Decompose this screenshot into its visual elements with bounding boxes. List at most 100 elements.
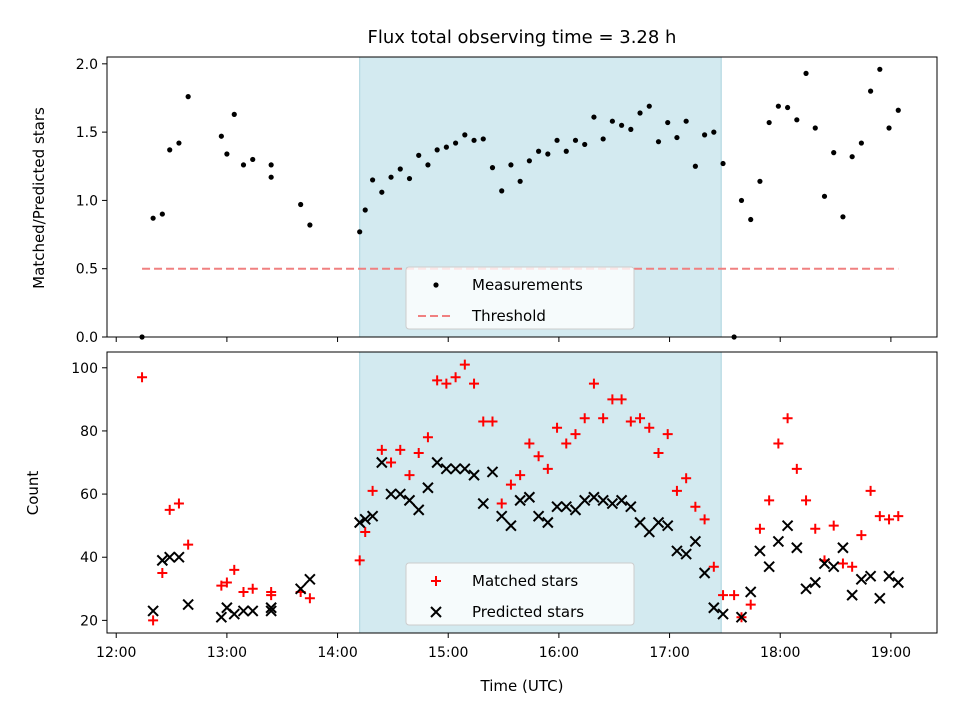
legend-box bbox=[405, 562, 635, 626]
predicted-star-point bbox=[569, 504, 582, 516]
predicted-star-point bbox=[304, 573, 316, 586]
predicted-star-point bbox=[680, 548, 692, 560]
axes-frame bbox=[106, 351, 938, 634]
matched-star-point bbox=[487, 416, 498, 427]
measurement-point bbox=[307, 222, 313, 228]
predicted-star-point bbox=[468, 469, 480, 481]
count-axes-frame bbox=[106, 351, 938, 634]
predicted-star-point bbox=[440, 463, 453, 475]
ratio-legend: Measurements Threshold bbox=[405, 266, 635, 330]
measurement-point bbox=[655, 139, 662, 145]
legend-label: Threshold bbox=[471, 307, 546, 325]
matched-star-point bbox=[893, 511, 904, 522]
measurement-point bbox=[298, 201, 304, 208]
predicted-star-point bbox=[671, 545, 683, 557]
ratio-axes-frame bbox=[106, 56, 938, 342]
matched-star-point bbox=[782, 413, 793, 424]
matched-star-point bbox=[856, 530, 867, 541]
predicted-star-point bbox=[689, 535, 702, 548]
matched-star-point bbox=[469, 378, 480, 389]
matched-star-point bbox=[625, 416, 636, 427]
predicted-star-point bbox=[809, 576, 821, 589]
matched-star-point bbox=[773, 438, 784, 449]
y-tick-label: 20 bbox=[80, 613, 98, 629]
matched-star-point bbox=[404, 470, 415, 481]
matched-star-point bbox=[699, 514, 710, 525]
measurement-point bbox=[159, 211, 165, 217]
measurement-point bbox=[812, 125, 818, 131]
matched-star-point bbox=[616, 394, 627, 405]
matched-star-point bbox=[801, 495, 812, 506]
matched-star-point bbox=[644, 422, 655, 433]
measurement-point bbox=[250, 156, 256, 163]
matched-star-point bbox=[137, 372, 148, 383]
measurement-point bbox=[176, 140, 182, 146]
matched-star-point bbox=[459, 359, 470, 370]
time-x-ticks: 12:00 13:00 14:00 15:00 16:00 17:00 18:00 19:00 bbox=[96, 633, 911, 661]
measurement-point bbox=[711, 129, 717, 135]
measurement-point bbox=[388, 174, 394, 180]
measurement-point bbox=[858, 140, 864, 146]
predicted-star-point bbox=[215, 611, 228, 623]
matched-star-point bbox=[367, 485, 378, 496]
matched-star-point bbox=[847, 561, 858, 572]
predicted-star-point bbox=[763, 560, 775, 573]
matched-star-point bbox=[635, 413, 646, 424]
matched-star-point bbox=[216, 580, 227, 591]
measurement-point bbox=[508, 162, 514, 168]
measurement-point bbox=[462, 132, 468, 138]
measurement-point bbox=[406, 175, 413, 182]
predicted-star-point bbox=[431, 456, 443, 469]
matched-star-point bbox=[607, 394, 618, 405]
count-panel: 20 40 60 80 100 12:00 13:00 14:00 15:00 16:00 17:… bbox=[24, 351, 938, 695]
predicted-star-point bbox=[745, 586, 757, 598]
matched-star-point bbox=[653, 448, 664, 459]
measurement-point bbox=[775, 103, 781, 109]
matched-star-point bbox=[304, 593, 315, 604]
predicted-star-point bbox=[413, 504, 425, 516]
matched-star-point bbox=[837, 558, 848, 569]
predicted-star-point bbox=[147, 605, 159, 617]
measurement-point bbox=[600, 136, 606, 142]
predicted-star-point bbox=[717, 608, 729, 620]
matched-star-point bbox=[386, 457, 397, 468]
measurement-point bbox=[683, 118, 689, 124]
measurement-point bbox=[702, 132, 708, 138]
x-tick-label: 16:00 bbox=[539, 645, 579, 661]
measurement-point bbox=[231, 111, 237, 117]
predicted-star-point bbox=[294, 583, 307, 595]
y-tick-label: 1.5 bbox=[76, 125, 98, 141]
measurement-point bbox=[167, 147, 173, 153]
matched-star-point bbox=[754, 523, 765, 534]
predicted-star-point bbox=[182, 598, 194, 611]
measurement-point bbox=[240, 162, 247, 168]
predicted-star-point bbox=[366, 510, 379, 522]
count-legend: Matched stars Predicted stars bbox=[405, 562, 635, 626]
matched-star-point bbox=[671, 485, 682, 496]
measurement-point bbox=[646, 103, 652, 109]
predicted-star-point bbox=[173, 551, 185, 563]
measurement-point bbox=[443, 144, 449, 150]
predicted-star-point bbox=[791, 542, 803, 554]
measurement-point bbox=[637, 110, 643, 116]
measurement-point bbox=[831, 150, 837, 156]
matched-star-point bbox=[266, 590, 277, 601]
legend-marker bbox=[430, 606, 442, 618]
measurement-point bbox=[868, 88, 874, 94]
matched-star-point bbox=[157, 568, 168, 579]
measurement-point bbox=[619, 122, 625, 128]
predicted-star-point bbox=[855, 573, 868, 586]
matched-star-point bbox=[810, 523, 821, 534]
predicted-star-point bbox=[514, 494, 526, 507]
predicted-star-point bbox=[385, 488, 397, 500]
predicted-star-point bbox=[625, 501, 637, 513]
matched-star-point bbox=[395, 444, 406, 455]
measurement-point bbox=[609, 118, 615, 124]
matched-star-point bbox=[791, 463, 802, 474]
matched-star-point bbox=[354, 555, 365, 566]
predicted-star-point bbox=[652, 516, 665, 529]
matched-star-point bbox=[441, 378, 452, 389]
measurement-point bbox=[150, 215, 156, 221]
matched-star-point bbox=[745, 599, 756, 610]
predicted-star-point bbox=[754, 545, 766, 557]
